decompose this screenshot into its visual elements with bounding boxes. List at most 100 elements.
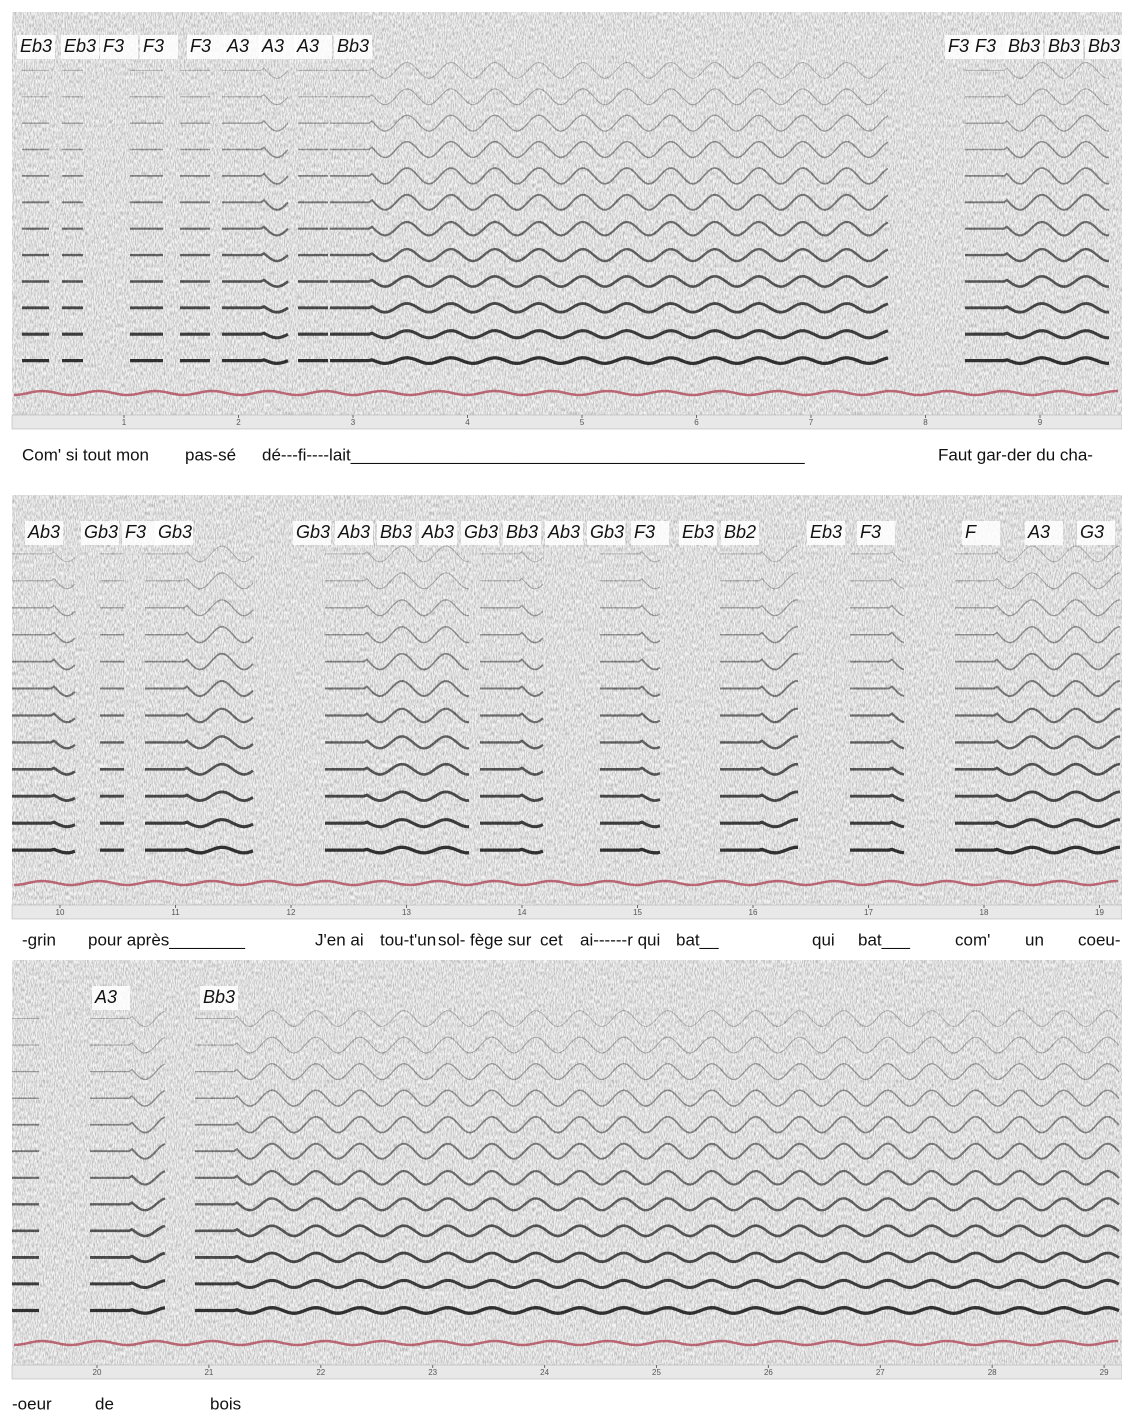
harmonic (965, 167, 1110, 185)
harmonic (90, 1306, 166, 1315)
note-label-bg (224, 35, 262, 59)
note-label: Ab3 (421, 522, 454, 542)
harmonic (222, 251, 289, 263)
note-label-bg (81, 521, 119, 545)
tick-label: 10 (56, 908, 65, 917)
harmonic (90, 1251, 166, 1264)
lyric: -grin (22, 930, 56, 949)
tick-label: 16 (749, 908, 758, 917)
harmonic (480, 766, 544, 776)
tick-label: 6 (694, 418, 699, 427)
tick-label: 29 (1100, 1368, 1109, 1377)
note-label-bg (419, 521, 457, 545)
harmonic (330, 274, 889, 289)
harmonic (965, 220, 1110, 237)
note-label-bg (962, 521, 1000, 545)
note-label: Gb3 (158, 522, 192, 542)
harmonic (12, 739, 76, 750)
spectrogram-panel (11, 960, 1122, 1380)
lyric: fège sur (470, 930, 532, 949)
note-label: Bb3 (337, 36, 369, 56)
note-label: Eb3 (682, 522, 714, 542)
tick-label: 22 (316, 1368, 325, 1377)
harmonic (955, 679, 1121, 698)
harmonic (325, 845, 469, 855)
harmonic (850, 847, 905, 855)
tick-label: 3 (351, 418, 356, 427)
harmonic (965, 302, 1110, 314)
tick-label: 21 (204, 1368, 213, 1377)
harmonic (145, 762, 254, 776)
note-label: Bb2 (724, 522, 756, 542)
harmonic (330, 167, 889, 185)
harmonic (720, 599, 799, 617)
harmonic (145, 545, 254, 563)
tick-label: 24 (540, 1368, 549, 1377)
note-label: Gb3 (296, 522, 330, 542)
harmonic (955, 845, 1121, 855)
f0-trace (13, 879, 1119, 887)
harmonic (145, 572, 254, 590)
lyric: bat___ (858, 930, 911, 949)
tick-label: 25 (652, 1368, 661, 1377)
harmonic (90, 1036, 166, 1054)
harmonic (195, 1224, 1120, 1238)
harmonic (955, 762, 1121, 776)
note-label: Bb3 (1088, 36, 1120, 56)
note-label: Bb3 (203, 987, 235, 1007)
harmonic (195, 1251, 1120, 1264)
note-label-bg (122, 521, 160, 545)
note-label-bg (334, 35, 372, 59)
harmonic (145, 790, 254, 803)
note-label: F3 (634, 522, 655, 542)
harmonic (720, 762, 799, 776)
harmonic (145, 652, 254, 671)
harmonic (90, 1197, 166, 1212)
harmonic (325, 652, 470, 671)
harmonic (145, 626, 254, 644)
harmonic (145, 680, 254, 698)
note-label: Ab3 (547, 522, 580, 542)
harmonic (90, 1063, 166, 1081)
harmonic (850, 793, 905, 802)
spectrogram-noise (12, 12, 1122, 415)
time-axis (11, 414, 1122, 430)
harmonic (955, 625, 1121, 644)
harmonic (325, 735, 470, 750)
note-label: Gb3 (590, 522, 624, 542)
note-label: Bb3 (380, 522, 412, 542)
note-label: A3 (296, 36, 319, 56)
harmonic (850, 739, 905, 750)
harmonic (965, 88, 1110, 106)
harmonic (12, 631, 76, 644)
lyric: Com' si tout mon (22, 445, 149, 464)
note-label: F3 (190, 36, 211, 56)
note-label: Eb3 (64, 36, 96, 56)
note-label-bg (857, 521, 895, 545)
tick-label: 5 (580, 418, 585, 427)
harmonic (480, 712, 544, 724)
harmonic (965, 61, 1110, 79)
harmonic (600, 685, 661, 698)
harmonic (222, 93, 289, 106)
harmonic (145, 735, 254, 750)
harmonic (600, 766, 661, 776)
harmonic (195, 1142, 1120, 1160)
harmonic (850, 712, 905, 724)
note-label-bg (1085, 35, 1122, 59)
harmonic (720, 572, 799, 590)
harmonic (12, 551, 76, 563)
harmonic (955, 572, 1121, 590)
harmonic (850, 658, 905, 671)
lyric: qui (812, 930, 835, 949)
harmonic (955, 790, 1121, 803)
note-label: G3 (1080, 522, 1104, 542)
note-label: Bb3 (1048, 36, 1080, 56)
tick-label: 18 (980, 908, 989, 917)
harmonic (222, 172, 289, 185)
harmonic (195, 1197, 1120, 1212)
harmonic (850, 604, 905, 617)
harmonic (600, 631, 661, 644)
lyric: sol- (438, 930, 465, 949)
note-label: A3 (226, 36, 249, 56)
